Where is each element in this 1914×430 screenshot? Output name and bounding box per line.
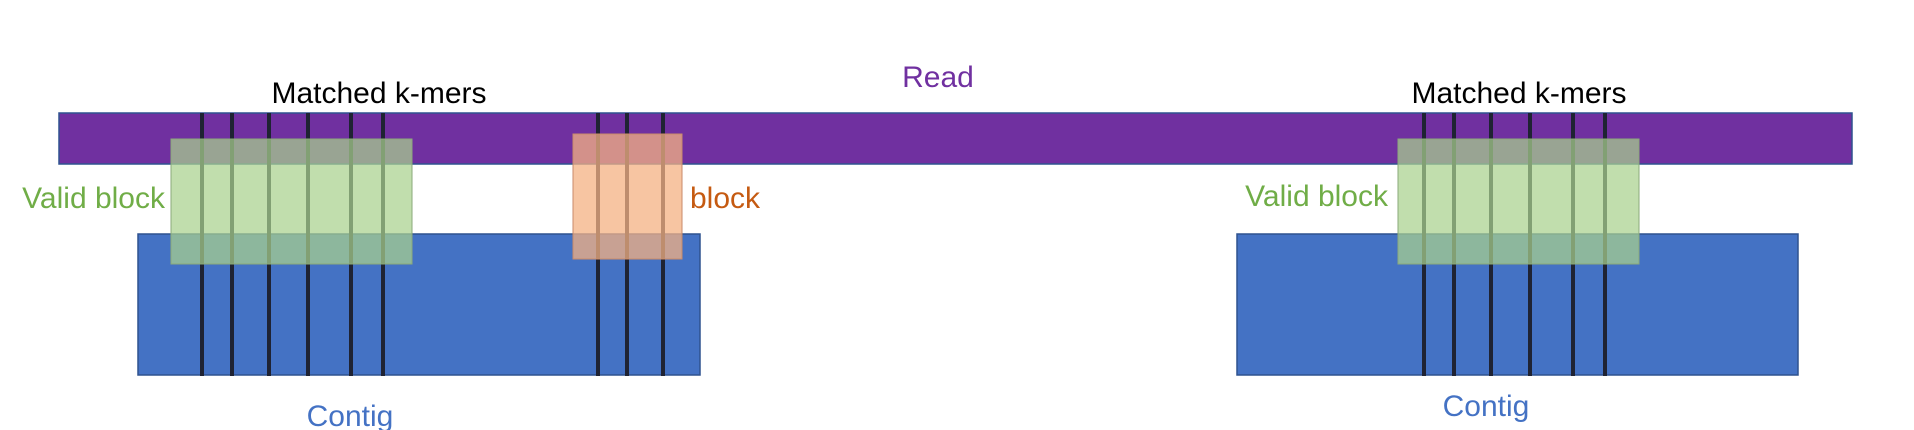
contig-label-left: Contig xyxy=(307,400,394,430)
contig-label-right: Contig xyxy=(1443,390,1530,423)
read-label: Read xyxy=(902,61,974,94)
invalid-block xyxy=(572,133,683,260)
valid-block-label-right: Valid block xyxy=(1245,180,1389,213)
matched-kmers-label-left: Matched k-mers xyxy=(271,77,486,110)
matched-kmers-label-right: Matched k-mers xyxy=(1411,77,1626,110)
valid-block-right xyxy=(1397,138,1640,265)
valid-block-label-left: Valid block xyxy=(22,182,166,215)
invalid-block-label: block xyxy=(690,182,761,215)
valid-block-left xyxy=(170,138,413,265)
